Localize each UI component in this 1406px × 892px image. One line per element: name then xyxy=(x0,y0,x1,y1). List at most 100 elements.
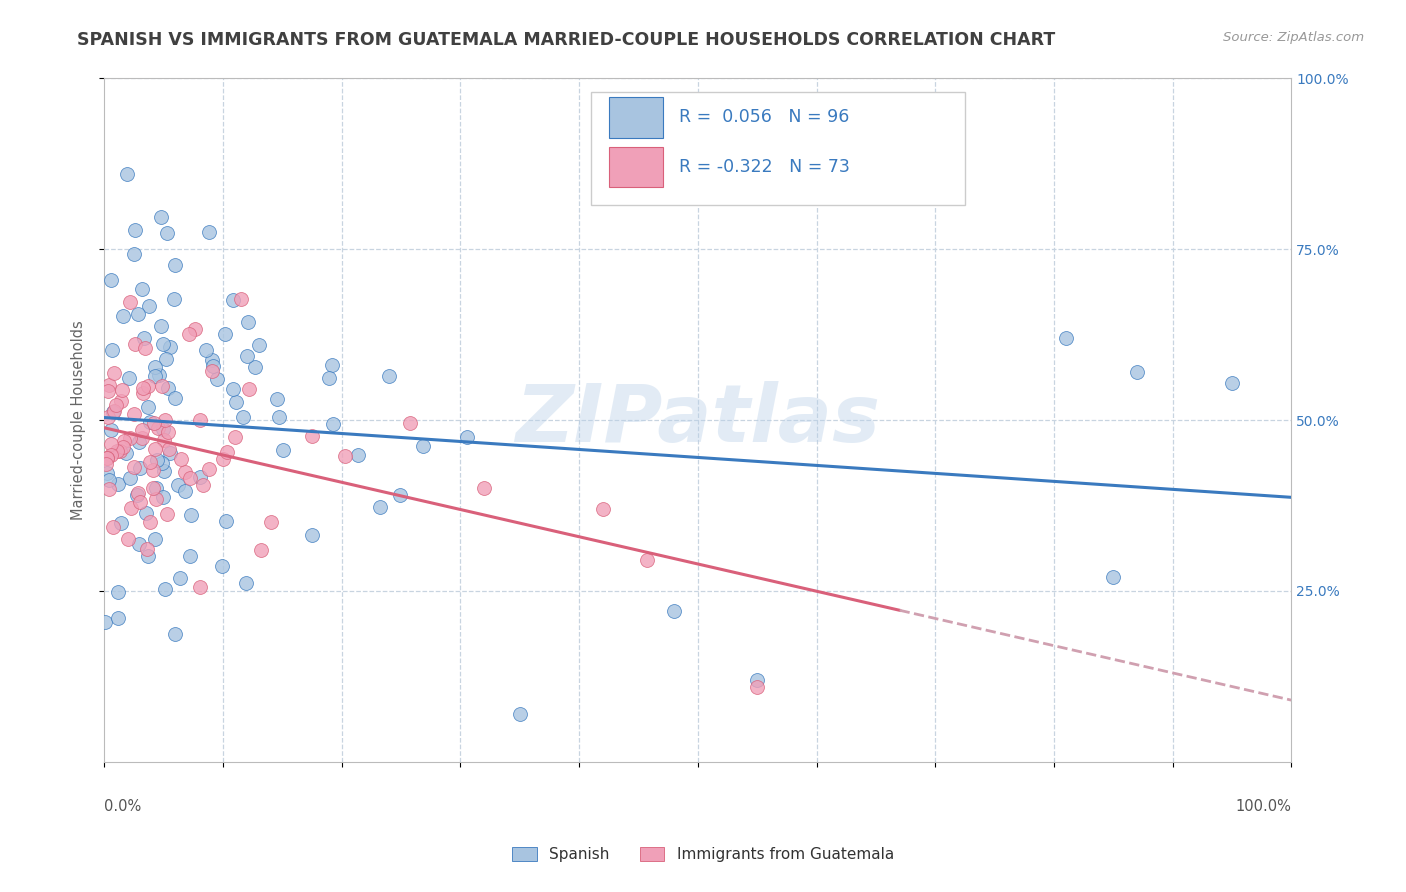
Point xyxy=(118,470,141,484)
Point xyxy=(101,343,124,357)
Point xyxy=(250,543,273,558)
Point xyxy=(138,298,160,312)
Point xyxy=(125,488,148,502)
Point xyxy=(139,415,162,429)
Point xyxy=(184,322,207,336)
Point xyxy=(159,340,181,354)
Point xyxy=(170,452,193,467)
Point xyxy=(129,494,152,508)
Point xyxy=(224,430,246,444)
Point xyxy=(145,491,167,506)
Point xyxy=(163,292,186,306)
Point xyxy=(378,369,401,384)
Point xyxy=(215,445,238,459)
Point xyxy=(1220,376,1243,390)
Point xyxy=(107,610,129,624)
Point xyxy=(111,440,134,454)
Point xyxy=(122,247,145,261)
Point xyxy=(166,478,188,492)
Point xyxy=(388,488,411,502)
Point xyxy=(214,327,236,342)
Point xyxy=(94,615,117,629)
Point xyxy=(98,473,121,487)
Point xyxy=(260,515,283,529)
Point xyxy=(368,500,391,515)
Point xyxy=(150,457,173,471)
Point xyxy=(163,391,186,405)
Point xyxy=(163,258,186,272)
Point xyxy=(592,502,614,516)
Point xyxy=(153,464,176,478)
Point xyxy=(155,413,177,427)
Point xyxy=(163,627,186,641)
Point xyxy=(134,331,156,345)
Point xyxy=(103,367,125,381)
Point xyxy=(112,309,135,323)
Point xyxy=(198,225,221,239)
Point xyxy=(236,349,259,363)
Point xyxy=(118,432,141,446)
Point xyxy=(152,433,174,447)
Point xyxy=(245,360,267,375)
Point xyxy=(157,425,180,439)
Point xyxy=(202,359,225,373)
Point xyxy=(301,528,323,542)
Point xyxy=(115,167,138,181)
Point xyxy=(98,483,121,497)
Point xyxy=(142,463,165,477)
Point xyxy=(201,364,224,378)
Point xyxy=(101,520,124,534)
Point xyxy=(198,462,221,476)
Point xyxy=(157,442,180,456)
Point xyxy=(179,549,201,564)
Point xyxy=(132,386,155,401)
Point xyxy=(103,404,125,418)
Point xyxy=(150,379,173,393)
Point xyxy=(131,423,153,437)
Point xyxy=(456,430,478,444)
Point xyxy=(100,448,122,462)
Point xyxy=(100,423,122,437)
Point xyxy=(146,421,169,435)
Point xyxy=(146,453,169,467)
Point xyxy=(636,553,658,567)
Point xyxy=(127,307,149,321)
Point xyxy=(188,470,211,484)
Point xyxy=(105,398,128,412)
Point xyxy=(131,431,153,445)
Point xyxy=(318,371,340,385)
Point xyxy=(149,211,172,225)
Point xyxy=(169,571,191,585)
Point xyxy=(97,410,120,425)
Point xyxy=(235,576,257,591)
Point xyxy=(128,537,150,551)
Point xyxy=(211,558,233,573)
Point xyxy=(238,383,260,397)
Point xyxy=(321,358,343,372)
Point xyxy=(412,439,434,453)
Point xyxy=(107,584,129,599)
FancyBboxPatch shape xyxy=(609,147,664,187)
Point xyxy=(110,394,132,409)
Point xyxy=(143,532,166,546)
Point xyxy=(120,500,142,515)
Point xyxy=(152,422,174,436)
Point xyxy=(188,580,211,594)
FancyBboxPatch shape xyxy=(591,92,965,205)
Point xyxy=(195,343,218,358)
Point xyxy=(273,442,295,457)
Point xyxy=(107,476,129,491)
Point xyxy=(142,481,165,495)
Point xyxy=(110,516,132,530)
Point xyxy=(215,514,238,528)
Point xyxy=(152,490,174,504)
Point xyxy=(156,226,179,240)
Point xyxy=(1102,570,1125,584)
Point xyxy=(157,381,180,395)
Point xyxy=(150,318,173,333)
Point xyxy=(179,471,201,485)
Y-axis label: Married-couple Households: Married-couple Households xyxy=(72,320,86,520)
Point xyxy=(100,273,122,287)
Point xyxy=(136,541,159,556)
Text: 0.0%: 0.0% xyxy=(104,799,142,814)
